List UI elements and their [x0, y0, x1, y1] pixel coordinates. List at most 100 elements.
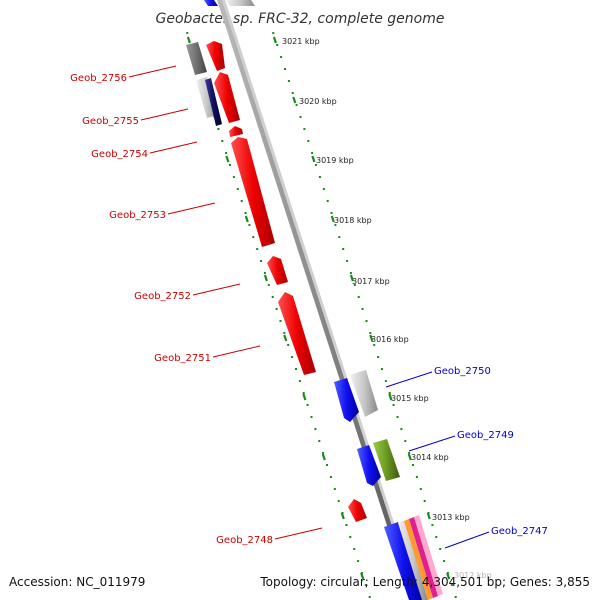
- left-gene-labels: Geob_2756 Geob_2755 Geob_2754 Geob_2753 …: [70, 65, 323, 546]
- tick-dot: [364, 584, 367, 586]
- kbp-label: 3014 kbp: [411, 453, 449, 462]
- genome-summary-text: Topology: circular; Length: 4,304,501 bp…: [259, 575, 590, 589]
- gene-geob-2749-blue: [357, 445, 381, 486]
- tick-dot: [229, 164, 231, 166]
- tick-dot: [334, 224, 337, 226]
- tick-dot: [443, 560, 446, 562]
- gene-geob-2747-blue: [384, 522, 423, 600]
- tick-major: [292, 96, 297, 104]
- tick-dot: [318, 176, 321, 178]
- tick-dot: [310, 416, 313, 418]
- gene-label-right: Geob_2749: [457, 430, 514, 441]
- gene-geob-2747-grey: [398, 521, 428, 600]
- tick-dot: [381, 368, 383, 370]
- tick-dot: [349, 536, 352, 538]
- gene-label-left: Geob_2748: [216, 535, 273, 546]
- gene-geob-2756-grey: [186, 42, 207, 75]
- leader-line: [128, 65, 177, 78]
- tick-dot: [330, 212, 333, 214]
- gene-geob-2755-navy: [205, 78, 222, 126]
- tick-dot: [338, 236, 341, 238]
- tick-major: [283, 334, 288, 342]
- tick-major: [446, 572, 451, 580]
- tick-dot: [322, 452, 325, 454]
- tick-major: [244, 215, 249, 223]
- tick-major: [330, 215, 335, 223]
- gene-geob-2750-blue: [334, 378, 359, 422]
- gene-label-left: Geob_2756: [70, 73, 127, 84]
- tick-dot: [280, 56, 283, 58]
- tick-dot: [287, 344, 290, 346]
- genome-backbone: [217, 0, 416, 600]
- tick-dot: [303, 128, 306, 130]
- leader-line: [444, 531, 490, 549]
- gene-geob-2752-red: [267, 256, 288, 285]
- gene-partial-blue: [204, 0, 218, 6]
- gene-geob-2753-red: [231, 137, 275, 247]
- kbp-label: 3013 kbp: [432, 513, 470, 522]
- tick-dot: [252, 236, 255, 238]
- tick-dot: [271, 296, 274, 298]
- gene-geob-2751-red: [278, 292, 316, 375]
- tick-dot: [295, 104, 298, 106]
- tick-dot: [275, 308, 278, 310]
- tick-major: [311, 155, 316, 163]
- tick-major: [340, 512, 345, 520]
- tick-dot: [337, 500, 340, 502]
- kbp-label: 3020 kbp: [299, 97, 337, 106]
- leader-line: [274, 527, 323, 540]
- tick-dot: [377, 356, 380, 358]
- tick-dot: [353, 284, 356, 286]
- gene-label-left: Geob_2754: [91, 149, 148, 160]
- tick-dot: [267, 284, 270, 286]
- tick-dot: [333, 488, 336, 490]
- tick-dot: [384, 380, 387, 382]
- gene-label-left: Geob_2755: [82, 116, 139, 127]
- tick-major: [349, 274, 354, 282]
- leader-line: [385, 371, 433, 388]
- tick-dot: [232, 176, 235, 178]
- gene-label-left: Geob_2753: [109, 210, 166, 221]
- tick-major: [369, 334, 374, 342]
- gene-partial-grey: [226, 0, 255, 6]
- tick-dot: [311, 152, 314, 154]
- tick-dot: [276, 44, 279, 46]
- gene-label-right: Geob_2747: [491, 526, 548, 537]
- tick-dot: [248, 224, 251, 226]
- tick-dot: [315, 164, 317, 166]
- tick-dot: [365, 320, 368, 322]
- gene-geob-2754-red: [229, 126, 243, 137]
- tick-dot: [322, 188, 325, 190]
- tick-dot: [307, 140, 310, 142]
- tick-dot: [392, 404, 395, 406]
- leader-line: [167, 202, 216, 215]
- tick-dot: [260, 260, 263, 262]
- tick-major: [407, 453, 412, 461]
- kbp-label: 3015 kbp: [391, 394, 429, 403]
- leader-line: [212, 345, 261, 358]
- tick-dot: [291, 356, 294, 358]
- tick-dot: [423, 500, 426, 502]
- tick-dot: [283, 332, 286, 334]
- leader-line: [192, 283, 241, 296]
- gene-geob-2747-orange: [404, 519, 433, 600]
- gene-label-left: Geob_2751: [154, 353, 211, 364]
- kbp-label: 3021 kbp: [282, 37, 320, 46]
- tick-dot: [240, 200, 243, 202]
- tick-dot: [236, 188, 239, 190]
- tick-major: [388, 393, 393, 401]
- leader-line: [140, 108, 189, 121]
- tick-dot: [186, 32, 189, 34]
- gene-geob-2747-magenta: [409, 517, 438, 598]
- tick-major: [272, 36, 277, 44]
- kbp-label: 3016 kbp: [371, 335, 409, 344]
- tick-dot: [287, 80, 290, 82]
- tick-dot: [345, 524, 348, 526]
- tick-dot: [306, 404, 309, 406]
- tick-dot: [396, 416, 399, 418]
- tick-dot: [326, 200, 329, 202]
- tick-dot: [400, 428, 403, 430]
- tick-dot: [408, 452, 411, 454]
- tick-dot: [450, 584, 453, 586]
